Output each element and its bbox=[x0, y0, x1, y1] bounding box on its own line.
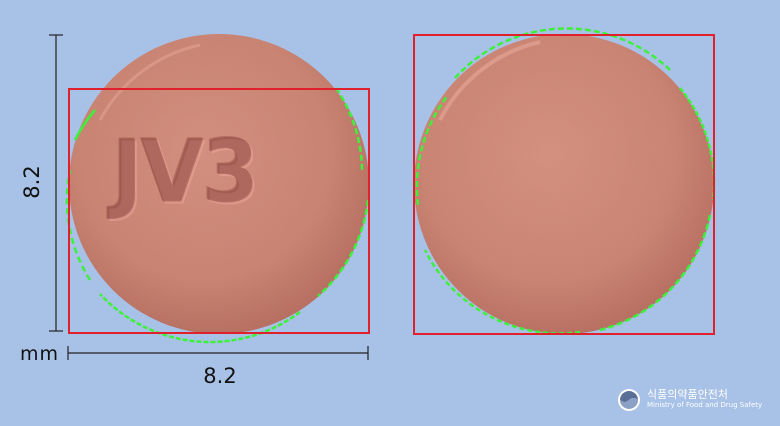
pill-back bbox=[414, 34, 714, 334]
vertical-dimension-label: 8.2 bbox=[20, 165, 44, 199]
vertical-dimension-line bbox=[49, 34, 63, 332]
pill-front-bounding-box bbox=[68, 88, 370, 334]
horizontal-dimension-label: 8.2 bbox=[203, 364, 237, 388]
pill-front bbox=[69, 34, 369, 334]
pill-imprint: JV3 bbox=[112, 122, 259, 223]
pill-back-bounding-box bbox=[413, 34, 715, 335]
ministry-logo: 식품의약품안전처 Ministry of Food and Drug Safet… bbox=[617, 386, 777, 416]
unit-label: mm bbox=[20, 343, 60, 365]
ministry-name-english: Ministry of Food and Drug Safety bbox=[647, 401, 763, 409]
ministry-emblem-icon bbox=[618, 389, 640, 411]
ministry-name-korean: 식품의약품안전처 bbox=[647, 388, 728, 401]
horizontal-dimension-line bbox=[67, 346, 369, 360]
